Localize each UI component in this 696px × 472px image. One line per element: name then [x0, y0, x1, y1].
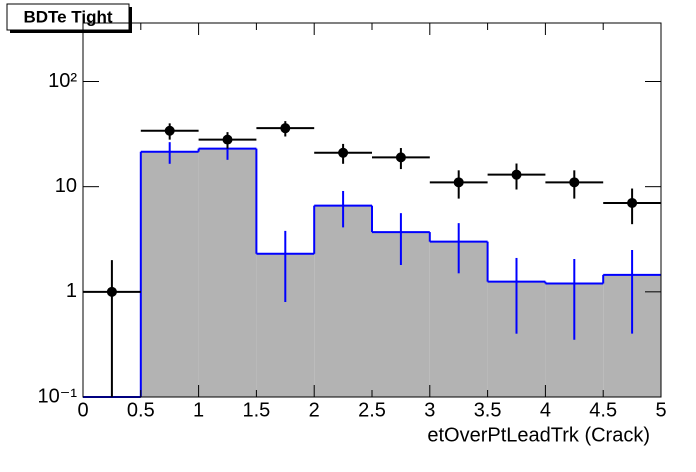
- data-point: [222, 134, 233, 145]
- data-point: [627, 197, 638, 208]
- y-tick-label: 10²: [48, 70, 77, 92]
- x-tick-label: 1: [193, 399, 204, 421]
- x-tick-label: 4.5: [589, 399, 617, 421]
- data-point: [338, 147, 349, 158]
- data-point: [395, 152, 406, 163]
- bar: [314, 205, 372, 397]
- x-tick-label: 3.5: [474, 399, 502, 421]
- x-tick-label: 4: [540, 399, 551, 421]
- data-point: [280, 123, 291, 134]
- x-tick-label: 0.5: [127, 399, 155, 421]
- data-point: [569, 177, 580, 188]
- data-point: [511, 169, 522, 180]
- x-tick-label: 5: [655, 399, 666, 421]
- y-tick-label: 10⁻¹: [38, 385, 78, 407]
- data-point: [106, 286, 117, 297]
- x-tick-label: 1.5: [242, 399, 270, 421]
- x-tick-label: 2: [309, 399, 320, 421]
- title-box: [6, 3, 130, 31]
- x-tick-label: 2.5: [358, 399, 386, 421]
- y-tick-label: 10: [55, 175, 77, 197]
- data-point: [164, 125, 175, 136]
- y-tick-label: 1: [66, 280, 77, 302]
- chart-title: BDTe Tight: [23, 7, 112, 26]
- bar: [140, 151, 199, 397]
- bar: [198, 148, 257, 397]
- x-tick-label: 3: [424, 399, 435, 421]
- x-axis-label: etOverPtLeadTrk (Crack): [427, 424, 650, 446]
- data-point: [453, 177, 464, 188]
- x-tick-label: 0: [77, 399, 88, 421]
